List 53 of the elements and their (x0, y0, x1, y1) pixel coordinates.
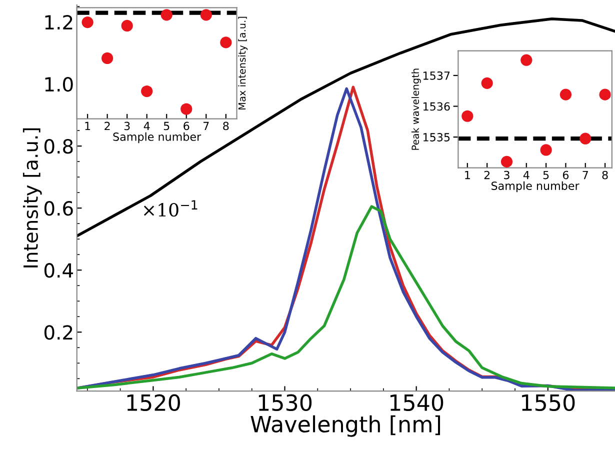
x-tick-label: 7 (204, 122, 209, 130)
x-tick-label: 7 (582, 170, 588, 180)
x-axis-title: Sample number (492, 181, 580, 192)
y-tick-label: 1535 (423, 133, 450, 142)
y-tick-label: 0.6 (44, 201, 73, 216)
x-tick-label: 8 (223, 122, 229, 130)
x-tick-label: 6 (184, 122, 190, 130)
point (121, 20, 133, 32)
x-tick-label: 1540 (390, 394, 444, 412)
x-tick-label: 2 (104, 122, 110, 130)
x-tick-label: 2 (484, 170, 490, 180)
point (580, 132, 592, 144)
x-tick-label: 4 (144, 122, 150, 130)
x-tick-label: 4 (523, 170, 530, 180)
point (180, 103, 192, 115)
x-tick-label: 8 (602, 170, 608, 180)
point (462, 110, 474, 122)
y-tick-label: 1.0 (45, 76, 73, 92)
y-tick-label: 0.4 (44, 263, 74, 278)
line-series (76, 18, 615, 238)
point (560, 88, 572, 100)
point (82, 16, 94, 28)
point (599, 88, 611, 100)
point (481, 77, 493, 89)
point (160, 9, 172, 21)
y-tick-label: 1.2 (45, 14, 72, 30)
x-axis-title: Wavelength [nm] (250, 415, 440, 437)
y-axis-title: Max intensity [a.u.] (238, 16, 248, 110)
x-tick-label: 5 (543, 170, 549, 180)
x-tick-label: 6 (562, 170, 569, 180)
y-tick-label: 1536 (423, 102, 450, 111)
annotation: ×10$^{−1}$ (144, 200, 198, 217)
x-axis-title: Sample number (113, 132, 202, 144)
x-tick-label: 3 (504, 170, 510, 180)
point (540, 144, 552, 156)
y-tick-label: 0.2 (44, 325, 72, 340)
point (500, 156, 513, 168)
y-tick-label: 0.8 (44, 139, 73, 154)
x-tick-label: 1 (85, 122, 90, 130)
x-tick-label: 3 (124, 122, 130, 130)
x-tick-label: 1550 (522, 394, 575, 412)
y-axis-title: Peak wavelength (411, 68, 421, 150)
y-tick-label: 1537 (423, 71, 450, 80)
x-tick-label: 1520 (127, 394, 180, 412)
point (520, 54, 532, 66)
x-tick-label: 1530 (258, 394, 312, 412)
x-tick-label: 1 (465, 170, 470, 180)
point (220, 36, 232, 48)
point (102, 52, 114, 64)
x-tick-label: 5 (164, 122, 170, 130)
point (200, 9, 212, 21)
y-axis-title: Intensity [a.u.] (22, 128, 42, 268)
point (141, 85, 153, 98)
